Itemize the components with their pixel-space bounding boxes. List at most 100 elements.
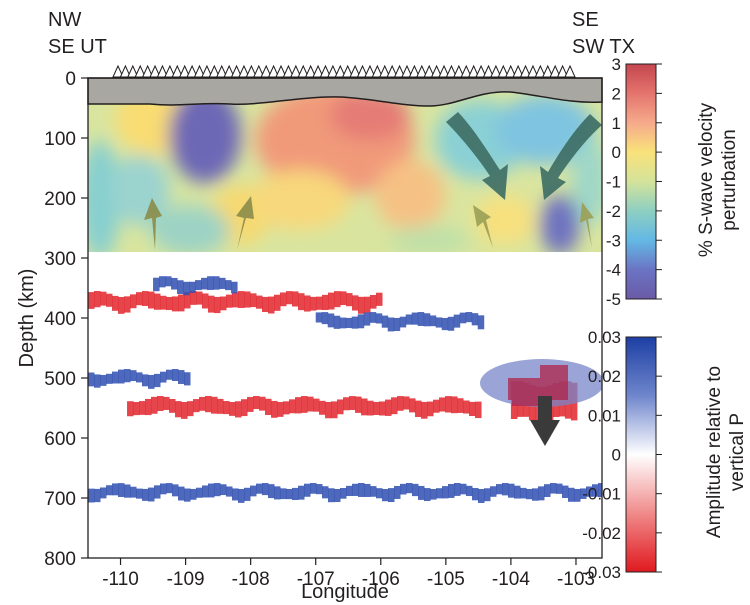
- amplitude-cell: [331, 401, 338, 419]
- amplitude-cell: [199, 396, 206, 411]
- amplitude-cell: [475, 401, 482, 419]
- amplitude-cell: [241, 399, 248, 417]
- amplitude-cell: [328, 292, 335, 310]
- amplitude-cell: [220, 296, 227, 311]
- station-triangle: [527, 64, 539, 78]
- amplitude-cell: [375, 313, 383, 324]
- amplitude-panel: [88, 252, 602, 558]
- amplitude-cell: [178, 370, 185, 384]
- downward-arrow: [530, 396, 560, 446]
- amplitude-cell: [154, 293, 161, 310]
- up-arrow-1: [144, 198, 162, 250]
- amplitude-cell: [223, 401, 230, 415]
- amplitude-cell: [159, 276, 166, 288]
- station-triangle: [401, 64, 413, 78]
- amplitude-cell: [202, 485, 209, 498]
- colorbar-tick-label: -0.03: [582, 563, 621, 582]
- x-axis: -110 -109 -108 -107 -106 -105 -104 -103: [102, 558, 595, 590]
- colorbar-tick-label: 0.03: [588, 328, 621, 347]
- amplitude-cell: [189, 281, 196, 293]
- station-triangle: [430, 64, 443, 78]
- amplitude-cell: [232, 292, 239, 308]
- amplitude-cell: [184, 372, 191, 386]
- colorbar-tick-label: -1: [606, 173, 621, 192]
- amplitude-cell: [238, 291, 245, 308]
- amplitude-cell: [130, 370, 137, 382]
- station-triangle: [134, 64, 147, 78]
- amplitude-cell: [427, 401, 434, 417]
- station-triangle: [549, 64, 561, 78]
- amplitude-cell: [466, 485, 473, 497]
- amplitude-cell: [169, 399, 176, 413]
- amplitude-cell: [388, 488, 395, 503]
- amplitude-cell: [403, 396, 410, 410]
- amplitude-cell: [184, 488, 191, 502]
- colorbar-amplitude-ticks: 0.03 0.02 0.01 0 -0.01 -0.02 -0.03: [582, 328, 662, 582]
- amplitude-cell: [217, 398, 224, 414]
- station-triangle: [349, 64, 361, 78]
- amplitude-cell: [568, 487, 575, 502]
- amplitude-cell: [325, 401, 332, 419]
- amplitude-cell: [235, 401, 242, 418]
- amplitude-cell: [247, 397, 254, 412]
- amplitude-cell: [229, 401, 236, 416]
- colorbar-velocity: [625, 63, 657, 300]
- amplitude-cell: [165, 276, 172, 287]
- station-triangle: [112, 64, 124, 78]
- amplitude-cell: [136, 292, 143, 306]
- x-tick-label: -107: [297, 569, 335, 590]
- x-tick-label: -110: [102, 569, 139, 590]
- amplitude-cell: [460, 483, 467, 495]
- station-triangle: [393, 64, 406, 78]
- amplitude-cell: [94, 374, 101, 388]
- amplitude-cell: [292, 487, 299, 501]
- amplitude-cell: [226, 294, 233, 308]
- station-triangle: [253, 64, 265, 78]
- amplitude-cell: [298, 293, 305, 311]
- amplitude-cell: [190, 291, 197, 305]
- amplitude-cell: [447, 316, 455, 331]
- upwelling-arrows: [144, 196, 594, 250]
- station-triangle: [541, 64, 554, 78]
- amplitude-cell: [337, 399, 344, 415]
- colorbar-tick-label: 3: [612, 55, 621, 74]
- colorbar-velocity-label-1: % S-wave velocity: [696, 102, 717, 257]
- amplitude-cell: [439, 397, 446, 412]
- amplitude-cell: [457, 398, 464, 413]
- x-axis-label: Longitude: [301, 581, 389, 603]
- y-tick-label: 200: [44, 189, 76, 210]
- amplitude-cell: [250, 293, 257, 308]
- amplitude-cell: [435, 317, 443, 328]
- amplitude-cell: [592, 484, 599, 497]
- amplitude-cell: [319, 400, 326, 415]
- velocity-panel: [88, 80, 602, 252]
- amplitude-cell: [196, 291, 203, 305]
- station-triangle: [356, 64, 369, 78]
- amplitude-cell: [213, 276, 220, 290]
- amplitude-cell: [471, 313, 479, 326]
- amplitude-cell: [304, 483, 311, 497]
- station-triangle: [141, 64, 154, 78]
- amplitude-cell: [580, 488, 587, 499]
- amplitude-cell: [502, 483, 509, 496]
- station-triangle: [171, 64, 184, 78]
- amplitude-cell: [381, 315, 389, 328]
- station-triangle: [504, 64, 517, 78]
- y-tick-label: 100: [44, 129, 76, 150]
- amplitude-cell: [124, 296, 131, 313]
- amplitude-cell: [226, 486, 233, 497]
- amplitude-cell: [538, 486, 545, 501]
- amplitude-cell: [405, 314, 413, 325]
- colorbar-tick-label: -3: [606, 231, 621, 250]
- amplitude-cell: [373, 401, 380, 415]
- amplitude-cell: [112, 483, 119, 496]
- station-triangle: [238, 64, 250, 78]
- colorbar-tick-label: -0.02: [582, 524, 621, 543]
- amplitude-cell: [178, 486, 185, 501]
- amplitude-cell: [133, 401, 140, 416]
- up-arrow-2: [236, 196, 254, 250]
- amplitude-cell: [367, 400, 374, 416]
- amplitude-cell: [214, 483, 221, 497]
- amplitude-cell: [250, 485, 257, 497]
- amplitude-cell: [315, 312, 323, 323]
